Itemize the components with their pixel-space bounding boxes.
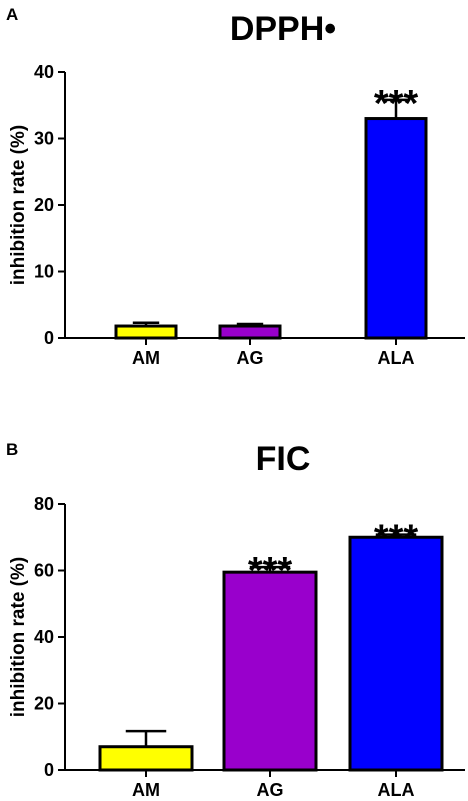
bar-a-ag: [218, 324, 282, 340]
chart-panel-a: A DPPH• inhibition rate (%) 0 10 20 30 40 **…: [6, 5, 465, 368]
error-bars-a: [132, 98, 410, 327]
y-tick-label-a: 40: [34, 62, 54, 82]
y-axis-label-b: inhibition rate (%): [8, 557, 29, 717]
y-tick-label-b: 0: [44, 760, 54, 780]
panel-letter-a: A: [6, 5, 18, 24]
y-tick-label-b: 40: [34, 627, 54, 647]
chart-title-b: FIC: [256, 440, 311, 478]
bar-b-am: [98, 745, 194, 772]
bar-a-ala: [364, 117, 428, 340]
y-tick-label-a: 30: [34, 129, 54, 149]
significance-labels-a: ***: [374, 83, 419, 125]
significance-label-a-ala: ***: [374, 83, 419, 125]
y-tick-label-b: 60: [34, 561, 54, 581]
bar-a-am: [114, 324, 178, 340]
significance-labels-b: *** ***: [248, 518, 419, 593]
x-tick-label-a-ala: ALA: [378, 348, 415, 368]
y-tick-label-a: 0: [44, 328, 54, 348]
chart-title-a: DPPH•: [230, 10, 336, 48]
y-ticks-a: 0 10 20 30 40: [34, 62, 65, 348]
y-tick-label-b: 80: [34, 494, 54, 514]
bars-b: [98, 535, 444, 772]
bar-b-ala: [348, 535, 444, 772]
x-tick-label-a-ag: AG: [237, 348, 264, 368]
x-ticks-a: AM AG ALA: [132, 338, 415, 368]
error-bars-b: [125, 533, 417, 747]
bars-a: [114, 117, 428, 340]
y-tick-label-b: 20: [34, 694, 54, 714]
panel-letter-b: B: [6, 440, 18, 459]
bar-b-ag: [222, 570, 318, 772]
x-tick-label-b-am: AM: [132, 780, 160, 800]
x-tick-label-a-am: AM: [132, 348, 160, 368]
x-ticks-b: AM AG ALA: [132, 770, 415, 800]
y-axis-label-a: inhibition rate (%): [8, 125, 29, 285]
y-tick-label-a: 20: [34, 195, 54, 215]
significance-label-b-ala: ***: [374, 518, 419, 560]
significance-label-b-ag: ***: [248, 550, 293, 592]
y-tick-label-a: 10: [34, 262, 54, 282]
x-tick-label-b-ag: AG: [257, 780, 284, 800]
y-ticks-b: 0 20 40 60 80: [34, 494, 65, 780]
x-tick-label-b-ala: ALA: [378, 780, 415, 800]
